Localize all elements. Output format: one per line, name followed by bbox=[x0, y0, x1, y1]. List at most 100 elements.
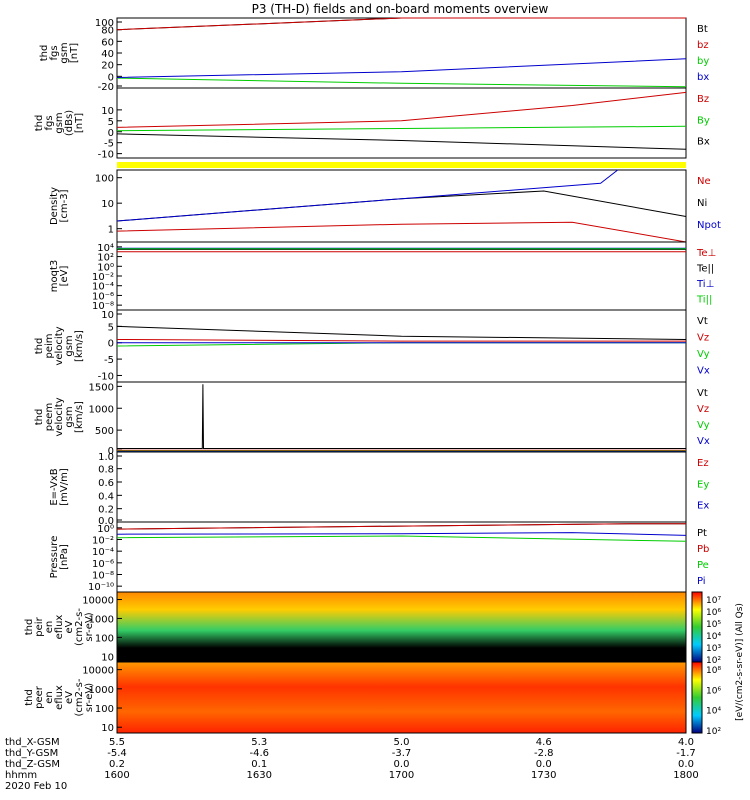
y-tick-label: -10 bbox=[98, 371, 114, 382]
y-tick-label: 10 bbox=[101, 652, 114, 663]
legend-Pe: Pe bbox=[697, 560, 709, 571]
y-tick-label: 100 bbox=[95, 18, 114, 29]
y-tick-label: 1000 bbox=[89, 614, 114, 625]
y-tick-label: 10⁻⁸ bbox=[92, 301, 114, 312]
legend-Vz: Vz bbox=[697, 333, 709, 344]
series-Vt bbox=[116, 325, 687, 340]
y-tick-label: 0 bbox=[108, 339, 114, 350]
y-axis-label: Pressure[nPa] bbox=[49, 536, 70, 579]
y-tick-label: 1 bbox=[108, 225, 114, 236]
y-label-line: [nPa] bbox=[59, 544, 70, 570]
yellow-status-bar bbox=[117, 162, 686, 168]
y-label-line: thd bbox=[34, 115, 45, 132]
legend-Vy: Vy bbox=[697, 420, 710, 431]
y-tick-label: 0.6 bbox=[98, 478, 114, 489]
legend-Ti⊥: Ti⊥ bbox=[696, 279, 714, 290]
y-label-line: [eV] bbox=[59, 266, 70, 287]
y-label-line: thd bbox=[34, 338, 45, 355]
panel-5: 105 0 -5 -10 thdpeimvelocitygsm[km/s] Vt Vz Vy V… bbox=[34, 309, 710, 383]
y-axis-label: E=-VxB[mV/m] bbox=[49, 468, 70, 506]
y-label-line: moqt3 bbox=[49, 260, 60, 293]
panel-3: 100 10 1 Density[cm-3] Ne Ni Npot bbox=[49, 169, 721, 243]
x-tick-label: 0.2 bbox=[109, 759, 125, 770]
y-tick-label: 100 bbox=[95, 174, 114, 185]
y-label-line: thd bbox=[24, 619, 35, 636]
panel-frame bbox=[116, 17, 687, 89]
legend-Pt: Pt bbox=[697, 528, 707, 539]
panels: 100806040200-20thdfgsgsm[nT]Btbzbybx1050… bbox=[24, 17, 745, 737]
y-label-line: (cm2-s- bbox=[74, 608, 85, 646]
legend-Ex: Ex bbox=[697, 501, 709, 512]
y-axis-label: thdfgsgsm(dBs)[nT] bbox=[34, 110, 85, 136]
x-row-label: thd_Z-GSM bbox=[5, 759, 60, 770]
y-tick-label: 500 bbox=[95, 426, 114, 437]
y-tick-label: 10⁻¹⁰ bbox=[88, 582, 114, 593]
legend-Pi: Pi bbox=[697, 576, 706, 587]
legend-Bz: Bz bbox=[697, 94, 709, 105]
y-label-line: [nT] bbox=[74, 113, 85, 133]
y-tick-label: 10⁴ bbox=[97, 243, 114, 254]
panel-9: 10000 1000 100 10 thdpeirenefluxeV(cm2-s-sr-… bbox=[24, 591, 687, 663]
y-label-line: en bbox=[44, 621, 55, 634]
y-label-line: gsm bbox=[54, 112, 65, 133]
x-row-label: thd_Y-GSM bbox=[5, 748, 58, 759]
y-tick-label: 1000 bbox=[89, 685, 114, 696]
x-row-label: 2020 Feb 10 bbox=[5, 781, 67, 792]
x-tick-label: -2.8 bbox=[534, 748, 554, 759]
y-tick-label: 0 bbox=[108, 128, 114, 139]
spectrogram bbox=[117, 662, 686, 733]
y-tick-label: 100 bbox=[95, 704, 114, 715]
legend-Vx: Vx bbox=[697, 366, 710, 377]
x-tick-label: 0.0 bbox=[394, 759, 410, 770]
x-tick-label: 4.0 bbox=[678, 737, 694, 748]
y-label-line: fgs bbox=[49, 45, 60, 60]
y-label-line: [cm-3] bbox=[59, 189, 70, 222]
colorbar-tick: 10⁴ bbox=[706, 632, 721, 642]
legend-Pb: Pb bbox=[697, 544, 709, 555]
y-label-line: (cm2-s- bbox=[74, 678, 85, 716]
y-label-line: thd bbox=[39, 45, 50, 62]
x-row-label: hhmm bbox=[5, 770, 37, 781]
y-axis-label: thdpeimvelocitygsm[km/s] bbox=[34, 326, 85, 365]
y-tick-label: 10⁰ bbox=[97, 262, 114, 273]
y-label-line: (dBs) bbox=[64, 110, 75, 136]
y-tick-label: 0.4 bbox=[98, 491, 114, 502]
y-label-line: gsm bbox=[64, 406, 75, 427]
x-tick-label: 1630 bbox=[247, 770, 272, 781]
x-tick-label: 0.0 bbox=[678, 759, 694, 770]
colorbar bbox=[691, 591, 703, 663]
y-tick-label: 10 bbox=[101, 723, 114, 734]
panel-frame bbox=[116, 309, 687, 383]
y-tick-label: 10⁻⁴ bbox=[92, 282, 114, 293]
y-label-line: eV bbox=[64, 691, 75, 704]
y-axis-label: thdfgsgsm[nT] bbox=[39, 42, 80, 63]
legend-Te||: Te|| bbox=[696, 264, 714, 275]
y-tick-label: 10² bbox=[97, 253, 114, 264]
y-label-line: peer bbox=[34, 685, 45, 709]
y-label-line: peim bbox=[44, 333, 55, 358]
panel-6: 1500 1000 500 0 thdpeemvelocitygsm[km/s] Vt Vz… bbox=[34, 381, 710, 457]
y-label-line: sr-eV) bbox=[84, 612, 95, 641]
y-tick-label: 10 bbox=[101, 310, 114, 321]
y-tick-label: -10 bbox=[98, 150, 114, 161]
y-label-line: [km/s] bbox=[74, 330, 85, 362]
colorbar-label: [eV/(cm2-s-sr-eV)] (All Qs) bbox=[735, 603, 745, 721]
x-tick-label: -3.7 bbox=[392, 748, 412, 759]
panel-frame bbox=[116, 661, 687, 734]
x-tick-label: 0.0 bbox=[536, 759, 552, 770]
y-tick-label: 100 bbox=[95, 633, 114, 644]
y-tick-label: -5 bbox=[104, 355, 114, 366]
y-tick-label: 0 bbox=[108, 446, 114, 457]
panel-frame bbox=[116, 521, 687, 593]
y-tick-label: 10⁻⁴ bbox=[92, 547, 114, 558]
panel-7: 1.0 0.8 0.6 0.4 0.20.0 E=-VxB[mV/m] Ez Ey Ex bbox=[49, 451, 709, 527]
legend-Vx: Vx bbox=[697, 436, 710, 447]
y-label-line: velocity bbox=[54, 397, 65, 436]
series-Vt bbox=[117, 384, 686, 449]
x-tick-label: 5.5 bbox=[109, 737, 125, 748]
series-Bx bbox=[116, 133, 687, 150]
y-label-line: [nT] bbox=[69, 43, 80, 63]
y-label-line: Density bbox=[49, 187, 60, 225]
